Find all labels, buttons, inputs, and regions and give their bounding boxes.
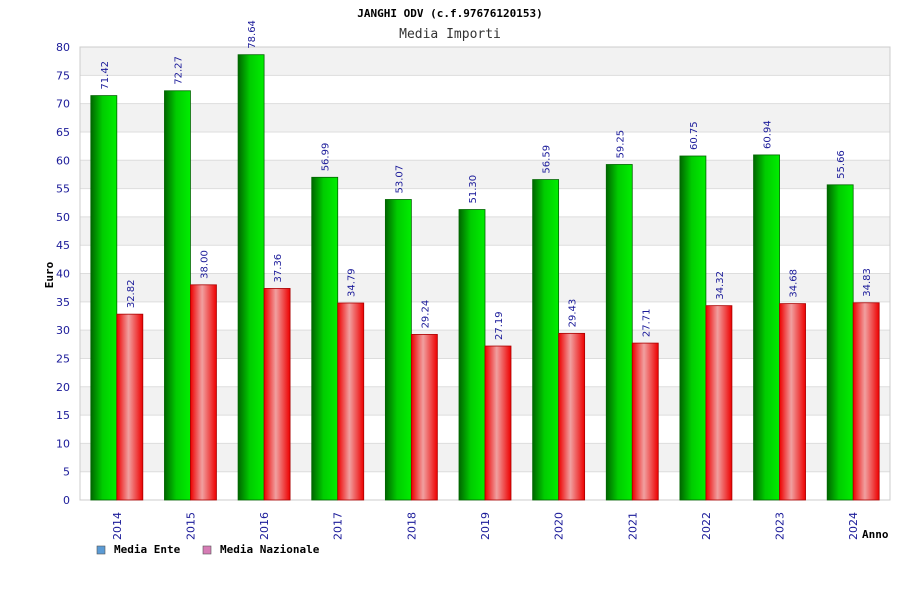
y-tick-label: 40 <box>56 268 70 281</box>
x-tick-label: 2019 <box>479 512 492 540</box>
x-tick-label: 2023 <box>774 512 787 540</box>
bar-media-nazionale <box>558 332 586 501</box>
bar-value-label: 34.32 <box>715 271 726 300</box>
legend-swatch <box>96 545 106 555</box>
bar-media-ente <box>679 155 707 501</box>
bar-media-nazionale <box>705 305 733 501</box>
y-tick-label: 70 <box>56 98 70 111</box>
bar-media-ente <box>90 95 118 501</box>
value-labels: 71.42 32.82 72.27 38.00 78.64 37.36 56.99 34.79… <box>100 20 873 340</box>
bar-media-ente <box>458 209 486 501</box>
bar-value-label: 53.07 <box>394 165 405 194</box>
y-tick-label: 45 <box>56 239 70 252</box>
bar-value-label: 78.64 <box>247 20 258 49</box>
bar-value-label: 55.66 <box>836 150 847 179</box>
x-tick-label: 2015 <box>184 512 197 540</box>
legend-label: Media Ente <box>114 543 181 556</box>
y-tick-label: 35 <box>56 296 70 309</box>
chart-subtitle: Media Importi <box>399 27 501 42</box>
bar-media-nazionale <box>779 303 806 501</box>
y-tick-label: 60 <box>56 154 70 167</box>
x-axis-ticks: 2014 2015 2016 2017 2018 2019 2020 2021 2022 2023… <box>111 512 860 540</box>
legend-label: Media Nazionale <box>220 543 320 556</box>
bar-media-nazionale <box>410 334 438 501</box>
y-axis-ticks: 0 5 10 15 20 25 30 35 40 45 50 55 60 65 70 75 80 <box>56 41 70 507</box>
x-tick-label: 2020 <box>553 512 566 540</box>
bar-value-label: 56.59 <box>542 145 553 174</box>
x-tick-label: 2014 <box>111 512 124 540</box>
bar-value-label: 34.68 <box>789 269 800 298</box>
y-axis-label: Euro <box>43 261 56 288</box>
x-tick-label: 2024 <box>847 512 860 540</box>
y-tick-label: 25 <box>56 352 70 365</box>
y-tick-label: 15 <box>56 409 70 422</box>
bar-media-ente <box>532 179 560 501</box>
bar-media-ente <box>753 154 780 501</box>
grid-band <box>80 103 890 132</box>
bar-media-ente <box>605 164 633 501</box>
bar-media-nazionale <box>116 313 144 501</box>
y-tick-label: 10 <box>56 437 70 450</box>
y-tick-label: 30 <box>56 324 70 337</box>
bar-media-ente <box>311 176 339 501</box>
x-tick-label: 2018 <box>405 512 418 540</box>
bar-value-label: 60.94 <box>763 120 774 149</box>
bar-value-label: 56.99 <box>321 143 332 172</box>
bar-value-label: 60.75 <box>689 121 700 150</box>
bar-media-ente <box>384 199 412 501</box>
bars <box>90 54 880 501</box>
bar-media-nazionale <box>263 288 291 501</box>
bar-value-label: 27.19 <box>494 311 505 340</box>
bar-media-nazionale <box>190 284 217 501</box>
bar-value-label: 29.43 <box>568 299 579 328</box>
bar-media-nazionale <box>631 342 659 501</box>
bar-media-nazionale <box>337 302 365 501</box>
y-tick-label: 80 <box>56 41 70 54</box>
bar-value-label: 38.00 <box>199 250 210 279</box>
y-tick-label: 75 <box>56 69 70 82</box>
bar-media-ente <box>826 184 854 501</box>
bar-value-label: 51.30 <box>468 175 479 204</box>
y-tick-label: 55 <box>56 183 70 196</box>
bar-value-label: 29.24 <box>420 300 431 329</box>
x-tick-label: 2016 <box>258 512 271 540</box>
bar-value-label: 32.82 <box>126 280 137 309</box>
x-tick-label: 2017 <box>332 512 345 540</box>
chart-title: JANGHI ODV (c.f.97676120153) <box>357 7 542 20</box>
bar-value-label: 34.83 <box>862 268 873 297</box>
y-tick-label: 5 <box>63 466 70 479</box>
bar-value-label: 71.42 <box>100 61 111 90</box>
bar-value-label: 72.27 <box>173 56 184 85</box>
legend: Media Ente Media Nazionale <box>96 543 320 556</box>
bar-media-ente <box>237 54 265 501</box>
y-tick-label: 50 <box>56 211 70 224</box>
bar-value-label: 27.71 <box>641 308 652 337</box>
y-tick-label: 20 <box>56 381 70 394</box>
y-tick-label: 65 <box>56 126 70 139</box>
x-tick-label: 2021 <box>626 512 639 540</box>
bar-value-label: 34.79 <box>347 268 358 297</box>
grid-band <box>80 75 890 104</box>
bar-value-label: 37.36 <box>273 254 284 283</box>
bar-media-nazionale <box>484 345 512 501</box>
x-axis-label: Anno <box>862 528 889 541</box>
legend-swatch <box>202 545 212 555</box>
x-tick-label: 2022 <box>700 512 713 540</box>
bar-media-ente <box>164 90 191 501</box>
bar-value-label: 59.25 <box>615 130 626 159</box>
bar-media-nazionale <box>852 302 880 501</box>
y-tick-label: 0 <box>63 494 70 507</box>
grid-band <box>80 47 890 76</box>
